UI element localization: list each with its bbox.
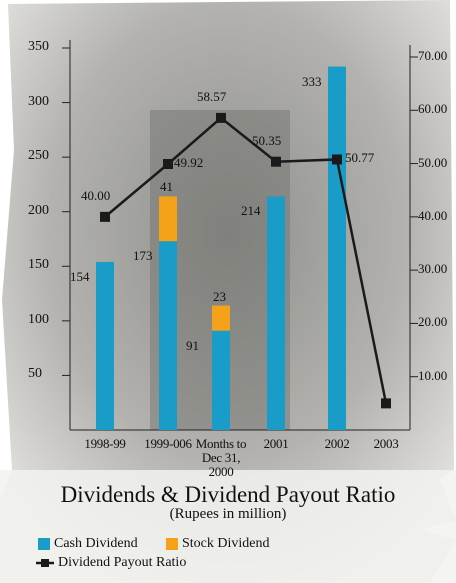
y2-tick-label: 70.00	[418, 48, 448, 63]
y2-tick-label: 20.00	[418, 314, 448, 330]
line-value-label: 49.92	[174, 154, 204, 170]
bar-value-label: 214	[241, 203, 261, 219]
y-tick-label: 200	[28, 202, 49, 218]
bar-value-label: 333	[302, 73, 322, 89]
bar-value-label: 154	[70, 268, 90, 284]
y-tick-label: 300	[28, 93, 49, 109]
bar	[159, 241, 177, 430]
line-value-label: 40.00	[81, 187, 111, 203]
bar	[267, 196, 285, 430]
line-marker	[332, 154, 342, 165]
caption-area	[0, 470, 456, 583]
x-tick-label: 2001	[263, 436, 289, 451]
line-marker	[381, 398, 391, 409]
legend-label: Dividend Payout Ratio	[58, 555, 187, 570]
legend-marker	[41, 559, 49, 567]
y-tick-label: 50	[28, 366, 42, 382]
x-tick-label: 1998-99	[84, 436, 126, 451]
y-tick-label: 150	[28, 257, 49, 273]
y2-tick-label: 60.00	[418, 101, 448, 117]
y-tick-label: 350	[28, 39, 49, 54]
legend-swatch	[38, 538, 50, 550]
x-tick-label: 2002	[324, 436, 350, 451]
y-tick-label: 250	[28, 148, 49, 164]
line-value-label: 58.57	[197, 88, 227, 104]
legend-label: Cash Dividend	[54, 536, 138, 551]
line-marker	[163, 158, 173, 169]
line-value-label: 50.35	[252, 132, 282, 148]
line-value-label: 50.77	[345, 150, 375, 166]
line	[104, 116, 388, 404]
bar	[212, 305, 230, 331]
legend-swatch	[166, 538, 178, 550]
chart-subtitle: (Rupees in million)	[169, 506, 287, 522]
bar-value-label: 173	[133, 248, 153, 264]
bar-value-label: 23	[213, 288, 226, 304]
x-tick-label: 1999-006	[144, 436, 192, 451]
y2-tick-label: 40.00	[418, 207, 448, 223]
bar	[212, 330, 230, 430]
line-marker	[271, 156, 281, 167]
bar	[328, 66, 346, 430]
line-marker	[216, 112, 226, 123]
bar	[159, 196, 177, 242]
y-tick-label: 100	[28, 311, 49, 327]
x-tick-label: 2003	[373, 436, 399, 451]
bar-value-label: 91	[186, 337, 199, 353]
y2-tick-label: 10.00	[418, 367, 448, 383]
bar-value-label: 41	[160, 179, 173, 195]
bar	[96, 261, 114, 430]
line-marker	[100, 211, 110, 222]
y2-tick-label: 50.00	[418, 154, 448, 170]
legend-label: Stock Dividend	[182, 536, 270, 551]
y2-tick-label: 30.00	[418, 261, 448, 277]
chart-title: Dividends & Dividend Payout Ratio	[60, 482, 396, 507]
x-tick-label: Months to Dec 31, 2000	[195, 436, 247, 479]
